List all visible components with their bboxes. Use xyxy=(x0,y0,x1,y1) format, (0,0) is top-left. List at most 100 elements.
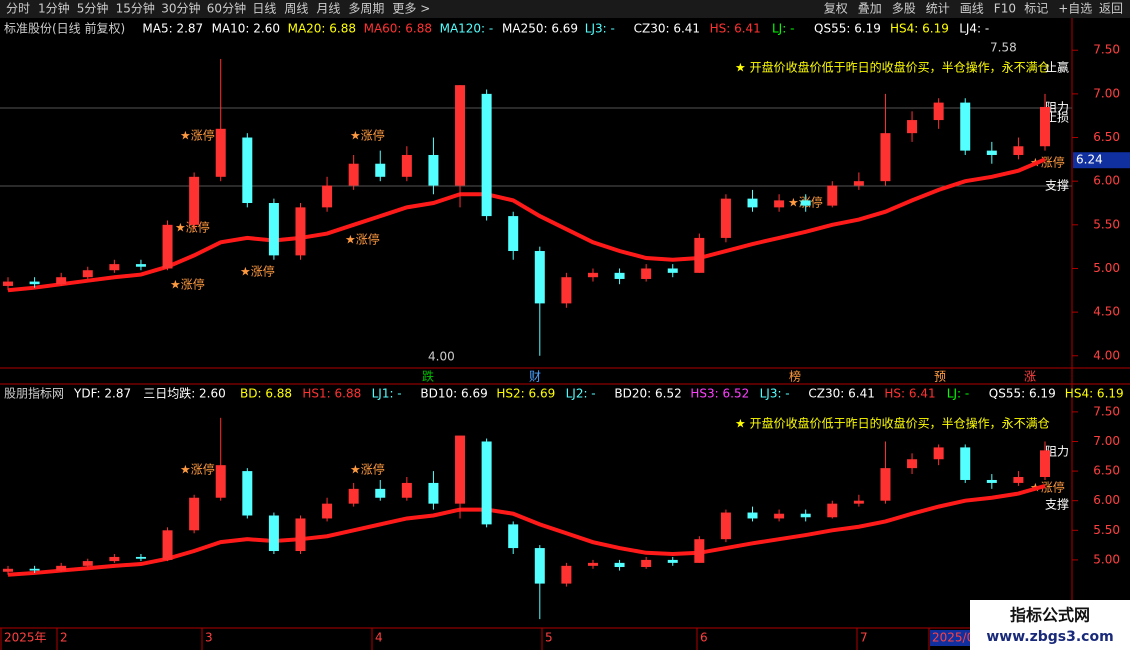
candle-body xyxy=(82,270,93,278)
candle-body xyxy=(295,518,306,552)
date-label: 2025年 xyxy=(4,631,47,645)
event-marker[interactable]: 涨 xyxy=(1024,369,1036,384)
candle-body xyxy=(614,272,625,279)
candle-body xyxy=(82,561,93,566)
toolbar-button[interactable]: 叠加 xyxy=(858,2,882,16)
y-tick-label: 6.50 xyxy=(1093,464,1120,478)
toolbar-tab[interactable]: 5分钟 xyxy=(77,1,109,16)
candle-body xyxy=(534,251,545,304)
candle-body xyxy=(641,559,652,568)
candle-body xyxy=(268,203,279,256)
candle-body xyxy=(933,447,944,460)
event-marker[interactable]: 榜 xyxy=(789,369,801,384)
candle-body xyxy=(853,181,864,186)
candle-body xyxy=(827,503,838,518)
legend-item: HS4: 6.19 xyxy=(890,22,949,36)
toolbar-tab[interactable]: 日线 xyxy=(252,2,276,16)
date-label: 7 xyxy=(860,631,868,645)
candle-body xyxy=(401,154,412,177)
resistance: 阻力 xyxy=(1045,445,1069,459)
candle-body xyxy=(428,154,439,186)
candle-body xyxy=(1013,146,1024,155)
candle-body xyxy=(295,207,306,256)
event-marker[interactable]: 预 xyxy=(934,370,946,384)
y-tick-label: 6.50 xyxy=(1093,130,1120,144)
y-tick-label: 4.50 xyxy=(1093,305,1120,319)
toolbar-tab[interactable]: 30分钟 xyxy=(161,1,200,16)
limit-up: ★涨停 xyxy=(1030,480,1065,495)
candle-body xyxy=(215,465,226,498)
legend-item: LJ2: - xyxy=(566,387,596,401)
high-label: 7.58 xyxy=(990,41,1017,55)
candle-body xyxy=(694,237,705,273)
date-label: 2025/0 xyxy=(932,631,974,645)
limit-up: ★涨停 xyxy=(350,462,385,477)
candle-body xyxy=(986,479,997,483)
candle-body xyxy=(242,471,253,516)
legend-item: 三日均跌: 2.60 xyxy=(143,386,226,401)
candle-body xyxy=(56,565,67,571)
legend-item: MA20: 6.88 xyxy=(288,22,356,36)
toolbar-tab[interactable]: 多周期 xyxy=(348,2,384,16)
toolbar-button[interactable]: F10 xyxy=(994,2,1016,16)
candle-body xyxy=(135,556,146,559)
toolbar-tab[interactable]: 1分钟 xyxy=(38,1,70,16)
candle-body xyxy=(375,163,386,177)
candle-body xyxy=(508,216,519,252)
candle-body xyxy=(1040,450,1050,478)
y-tick-label: 6.00 xyxy=(1093,174,1120,188)
toolbar-tab[interactable]: 分时 xyxy=(6,2,30,16)
limit-up: ★涨停 xyxy=(175,220,210,235)
toolbar-bg xyxy=(0,0,1130,18)
legend-item: CZ30: 6.41 xyxy=(808,387,874,401)
candle-body xyxy=(348,488,359,504)
low-label: 4.00 xyxy=(428,350,455,364)
toolbar-tab[interactable]: 周线 xyxy=(284,2,308,16)
candle-body xyxy=(268,515,279,552)
candle-body xyxy=(1040,106,1050,147)
candle-body xyxy=(322,185,333,208)
candle-body xyxy=(933,102,944,121)
toolbar-button[interactable]: 标记 xyxy=(1024,2,1048,16)
event-marker[interactable]: 跌 xyxy=(422,369,434,384)
legend-item: LJ3: - xyxy=(585,22,615,36)
toolbar-button[interactable]: +自选 xyxy=(1058,2,1092,16)
legend-item: MA5: 2.87 xyxy=(142,22,203,36)
legend-item: HS2: 6.69 xyxy=(496,387,555,401)
candle-body xyxy=(694,539,705,563)
limit-up: ★涨停 xyxy=(180,128,215,143)
y-tick-label: 7.50 xyxy=(1093,404,1120,418)
candle-body xyxy=(322,503,333,519)
limit-up: ★涨停 xyxy=(240,264,275,279)
candle-body xyxy=(747,198,758,208)
legend-item: QS55: 6.19 xyxy=(814,22,881,36)
toolbar-button[interactable]: 多股 xyxy=(892,2,916,16)
candle-body xyxy=(534,548,545,584)
legend-item: HS3: 6.52 xyxy=(690,387,749,401)
limit-up: ★涨停 xyxy=(345,232,380,247)
candle-body xyxy=(747,512,758,519)
date-label: 4 xyxy=(375,631,383,645)
toolbar-tab[interactable]: 15分钟 xyxy=(116,1,155,16)
date-label: 3 xyxy=(205,631,213,645)
candle-body xyxy=(853,500,864,504)
candle-body xyxy=(907,120,918,134)
toolbar-button[interactable]: 画线 xyxy=(960,2,984,16)
y-tick-label: 7.50 xyxy=(1093,43,1120,57)
candle-body xyxy=(215,128,226,177)
toolbar-tab[interactable]: 60分钟 xyxy=(207,1,246,16)
limit-up: ★涨停 xyxy=(170,277,205,292)
toolbar-button[interactable]: 统计 xyxy=(926,2,950,16)
event-marker[interactable]: 财 xyxy=(529,370,541,384)
candle-body xyxy=(667,268,678,273)
toolbar-button[interactable]: 复权 xyxy=(824,2,848,16)
toolbar-tab[interactable]: 更多 > xyxy=(392,2,430,16)
legend-item: LJ: - xyxy=(947,387,969,401)
candle-body xyxy=(587,272,598,278)
candle-body xyxy=(986,150,997,155)
toolbar-button[interactable]: 返回 xyxy=(1099,2,1123,16)
candle-body xyxy=(587,562,598,566)
candle-body xyxy=(1013,477,1024,483)
strategy-text: ★ 开盘价收盘价低于昨日的收盘价买，半仓操作，永不满仓 xyxy=(735,60,1050,75)
toolbar-tab[interactable]: 月线 xyxy=(316,2,340,16)
